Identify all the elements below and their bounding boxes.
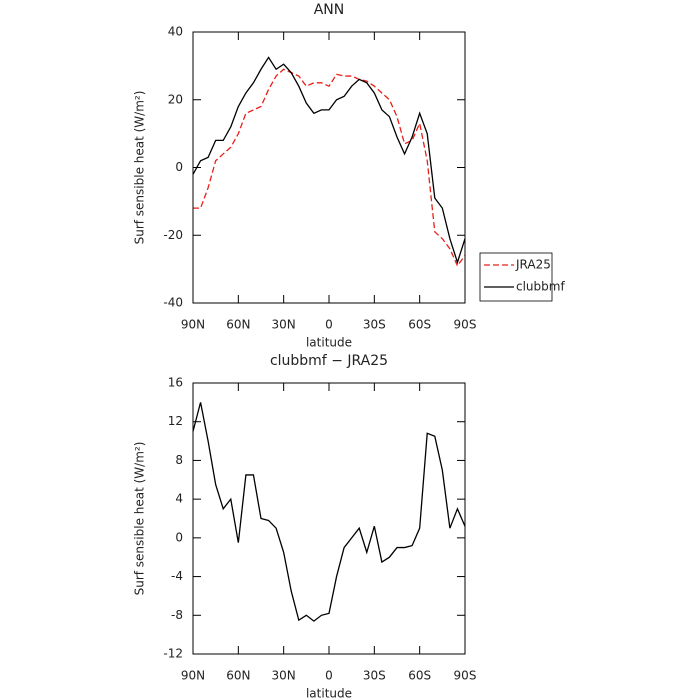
x-tick-label: 60S (408, 669, 431, 683)
data-line (192, 402, 466, 622)
x-tick-label: 90N (181, 669, 205, 683)
x-tick-label: 90S (454, 318, 477, 332)
y-tick-label: 16 (168, 376, 183, 390)
data-line (193, 68, 466, 268)
x-tick-label: 30N (272, 318, 296, 332)
chart-title: clubbmf − JRA25 (270, 353, 388, 369)
y-axis-label: Surf sensible heat (W/m²) (133, 442, 147, 596)
y-tick-label: -20 (163, 228, 183, 242)
y-tick-label: -4 (171, 569, 183, 583)
y-axis-label: Surf sensible heat (W/m²) (133, 91, 147, 245)
y-tick-label: 20 (168, 92, 183, 106)
x-axis-label: latitude (306, 336, 352, 350)
x-tick-label: 90S (454, 669, 477, 683)
x-tick-label: 30N (272, 669, 296, 683)
x-tick-label: 30S (363, 669, 386, 683)
y-tick-label: -40 (163, 296, 183, 310)
x-tick-label: 90N (181, 318, 205, 332)
x-tick-label: 30S (363, 318, 386, 332)
plot-frame (192, 31, 466, 304)
x-tick-label: 0 (325, 318, 333, 332)
y-tick-label: 12 (168, 414, 183, 428)
x-tick-label: 60N (226, 318, 250, 332)
y-tick-label: 8 (175, 453, 183, 467)
legend-label: JRA25 (515, 258, 551, 272)
legend-box (479, 252, 553, 302)
x-tick-label: 60N (226, 669, 250, 683)
y-tick-label: 0 (175, 160, 183, 174)
chart-title: ANN (314, 2, 345, 18)
x-axis-label: latitude (306, 687, 352, 700)
x-tick-label: 60S (408, 318, 431, 332)
y-tick-label: -12 (163, 647, 183, 661)
y-tick-label: -8 (171, 608, 183, 622)
y-tick-label: 40 (168, 25, 183, 39)
plot-frame (192, 382, 466, 655)
x-tick-label: 0 (325, 669, 333, 683)
y-tick-label: 4 (175, 492, 183, 506)
data-line (192, 56, 466, 265)
legend-label: clubbmf (516, 280, 565, 294)
y-tick-label: 0 (175, 530, 183, 544)
